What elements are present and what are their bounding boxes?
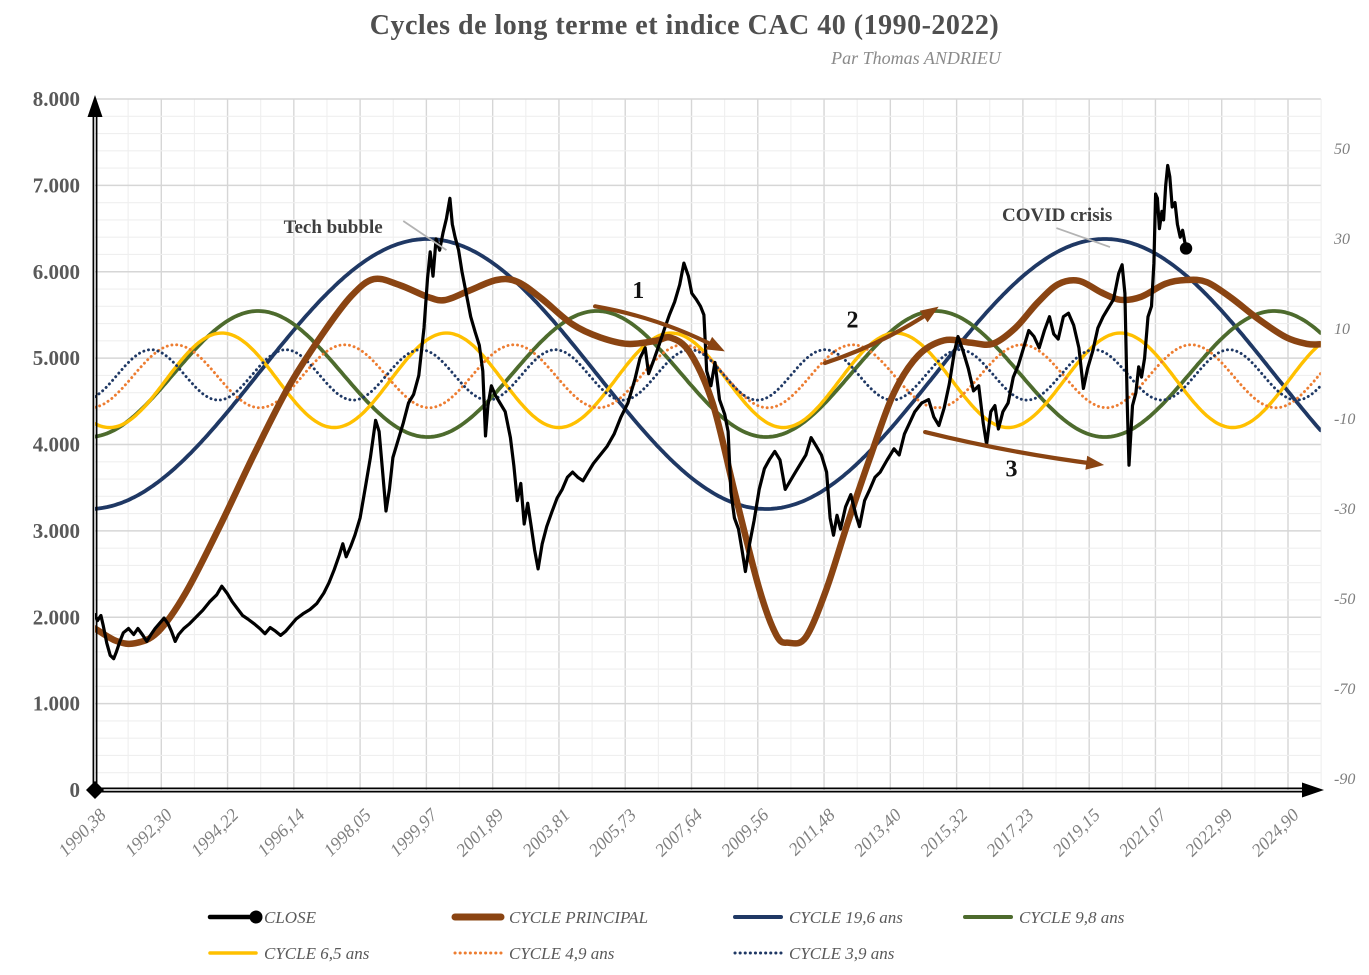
left-axis-tick-label: 0 — [70, 778, 81, 802]
legend-item-cycle-6-5-ans: CYCLE 6,5 ans — [208, 944, 370, 963]
trend-arrow-2-head — [919, 306, 939, 323]
legend-item-label: CYCLE 19,6 ans — [789, 908, 903, 927]
legend-item-cycle-principal: CYCLE PRINCIPAL — [451, 908, 648, 927]
cycle-line-cycle-3-9-ans — [95, 348, 1321, 402]
left-axis-tick-label: 6.000 — [33, 260, 80, 284]
legend-item-close: CLOSE — [207, 908, 317, 927]
right-axis-tick-label: -50 — [1334, 591, 1355, 608]
legend-item-label: CYCLE 6,5 ans — [264, 944, 370, 963]
legend-sample-marker — [249, 910, 263, 924]
right-axis-tick-label: -30 — [1334, 501, 1355, 518]
left-axis-tick-label: 4.000 — [33, 433, 80, 457]
x-axis-tick-label: 2017,23 — [982, 805, 1038, 861]
x-axis-tick-label: 1996,14 — [253, 805, 309, 861]
legend-item-cycle-4-9-ans: CYCLE 4,9 ans — [453, 944, 615, 963]
left-axis-tick-label: 3.000 — [33, 519, 80, 543]
x-axis-tick-label: 1990,38 — [54, 805, 110, 861]
x-axis-tick-label: 2024,90 — [1247, 805, 1303, 861]
right-axis-labels: 50 30 10 -10 -30 -50 -70 -90 — [1333, 141, 1355, 788]
cycle-line-cycle-4-9-ans — [95, 343, 1321, 410]
x-axis-tick-label: 2021,07 — [1115, 804, 1171, 860]
trend-arrow-3-head — [1085, 455, 1105, 470]
x-axis-tick-label: 1994,22 — [187, 805, 243, 861]
trend-arrow-1-shaft — [592, 304, 720, 350]
left-axis-tick-label: 1.000 — [33, 692, 80, 716]
legend-item-cycle-19-6-ans: CYCLE 19,6 ans — [733, 908, 903, 927]
right-axis-tick-label: -10 — [1334, 411, 1355, 428]
arrow-number-3: 3 — [1006, 457, 1018, 483]
grid — [95, 98, 1322, 790]
right-axis-tick-label: 50 — [1334, 141, 1350, 158]
x-axis-tick-label: 2013,40 — [850, 805, 906, 861]
close-line — [95, 163, 1188, 661]
x-axis-tick-label: 2005,73 — [585, 805, 641, 861]
annotations: Tech bubble COVID crisis 1 2 3 — [284, 205, 1113, 483]
left-axis-tick-label: 8.000 — [33, 87, 80, 111]
trend-arrow-1-head — [705, 336, 725, 352]
legend: CLOSE CYCLE PRINCIPAL CYCLE 19,6 ans CYCLE … — [207, 908, 1125, 963]
x-axis-tick-label: 2001,89 — [452, 805, 508, 861]
right-axis-tick-label: -70 — [1334, 681, 1355, 698]
legend-item-cycle-3-9-ans: CYCLE 3,9 ans — [733, 944, 895, 963]
axis-origin-diamond — [86, 781, 104, 799]
legend-item-label: CYCLE 9,8 ans — [1019, 908, 1125, 927]
right-axis-tick-label: 10 — [1334, 321, 1350, 338]
x-axis-tick-label: 2011,48 — [784, 805, 839, 860]
cycle-line-cycle-19-6-ans — [95, 237, 1321, 511]
x-axis-tick-label: 2007,64 — [651, 805, 707, 861]
left-axis-tick-label: 2.000 — [33, 605, 80, 629]
x-axis-tick-label: 1998,05 — [319, 805, 375, 861]
x-axis-tick-label: 1999,97 — [386, 804, 442, 860]
y-axis-arrowhead — [87, 95, 103, 117]
x-axis-tick-label: 1992,30 — [121, 805, 177, 861]
cycle-line-cycle-9-8-ans — [95, 309, 1321, 439]
x-axis-labels: 1990,38 1992,30 1994,22 1996,14 1998,05 1999,… — [54, 804, 1303, 860]
cycle-curves — [95, 237, 1321, 511]
axes — [86, 95, 1324, 799]
x-axis-tick-label: 2009,56 — [717, 805, 773, 861]
chart-title: Cycles de long terme et indice CAC 40 (1… — [369, 10, 1000, 41]
covid-crisis-label: COVID crisis — [1002, 205, 1112, 226]
trend-arrow-3-shaft — [923, 429, 1099, 467]
left-axis-tick-label: 7.000 — [33, 173, 80, 197]
x-axis-tick-label: 2022,99 — [1181, 805, 1237, 861]
left-axis-labels: 8.000 7.000 6.000 5.000 4.000 3.000 2.000 1.000… — [33, 87, 80, 802]
trend-arrow-2-shaft — [822, 308, 935, 366]
x-axis-tick-label: 2003,81 — [518, 805, 574, 861]
tech-bubble-label: Tech bubble — [284, 217, 383, 238]
legend-item-label: CYCLE 3,9 ans — [789, 944, 895, 963]
legend-item-label: CYCLE PRINCIPAL — [509, 908, 648, 927]
left-axis-tick-label: 5.000 — [33, 346, 80, 370]
cycle-principal-line — [95, 275, 1321, 648]
arrow-number-2: 2 — [847, 307, 859, 333]
x-axis-tick-label: 2015,32 — [916, 805, 972, 861]
arrow-number-1: 1 — [632, 278, 644, 304]
legend-item-cycle-9-8-ans: CYCLE 9,8 ans — [963, 908, 1125, 927]
chart-subtitle: Par Thomas ANDRIEU — [831, 48, 1001, 68]
right-axis-tick-label: -90 — [1334, 771, 1355, 788]
right-axis-tick-label: 30 — [1333, 231, 1350, 248]
x-axis-arrowhead — [1302, 782, 1324, 798]
close-end-marker — [1179, 242, 1193, 255]
x-axis-tick-label: 2019,15 — [1048, 805, 1104, 861]
legend-item-label: CYCLE 4,9 ans — [509, 944, 615, 963]
tech-bubble-callout-line — [402, 220, 447, 251]
legend-item-label: CLOSE — [264, 908, 317, 927]
covid-crisis-callout-line — [1056, 227, 1111, 248]
